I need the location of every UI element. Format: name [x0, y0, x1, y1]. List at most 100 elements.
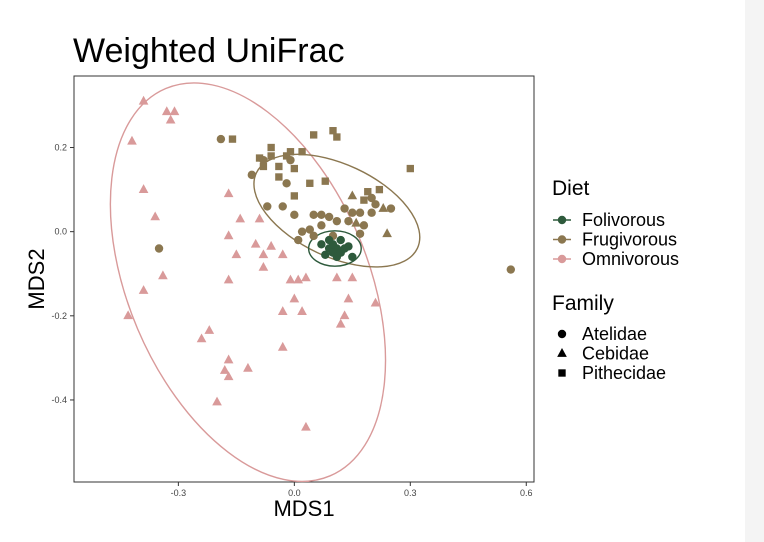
point-omnivorous: [370, 297, 381, 307]
y-tick-label: -0.2: [51, 311, 67, 321]
point-omnivorous: [347, 272, 358, 282]
point-omnivorous: [289, 293, 300, 303]
point-frugivorous: [286, 155, 295, 165]
point-frugivorous: [228, 135, 237, 143]
point-frugivorous: [360, 196, 368, 204]
point-omnivorous: [161, 106, 172, 116]
point-frugivorous: [344, 216, 353, 226]
point-omnivorous: [150, 211, 161, 221]
y-tick-label: -0.4: [51, 395, 67, 405]
point-omnivorous: [127, 135, 137, 145]
point-frugivorous: [309, 231, 318, 241]
x-tick-label: -0.3: [171, 488, 187, 498]
point-frugivorous: [309, 131, 318, 139]
y-tick-label: 0.0: [54, 227, 67, 237]
point-omnivorous: [254, 213, 265, 223]
point-frugivorous: [355, 208, 365, 217]
point-omnivorous: [243, 362, 253, 372]
point-omnivorous: [138, 184, 149, 193]
legend-key-folivorous: [557, 215, 567, 225]
point-frugivorous: [259, 155, 268, 165]
point-omnivorous: [258, 249, 269, 259]
point-frugivorous: [216, 134, 226, 144]
point-omnivorous: [339, 310, 350, 320]
point-omnivorous: [212, 396, 222, 406]
point-frugivorous: [290, 210, 299, 220]
point-omnivorous: [277, 249, 288, 259]
point-folivorous: [348, 252, 357, 262]
point-frugivorous: [263, 202, 272, 211]
point-frugivorous: [355, 229, 365, 238]
point-omnivorous: [301, 421, 311, 431]
point-frugivorous: [329, 127, 337, 135]
x-tick-label: 0.6: [520, 488, 533, 498]
point-omnivorous: [196, 333, 207, 343]
x-tick-label: 0.0: [288, 488, 301, 498]
point-omnivorous: [235, 213, 246, 223]
point-frugivorous: [364, 188, 372, 196]
point-omnivorous: [219, 365, 230, 374]
point-frugivorous: [286, 148, 295, 156]
point-omnivorous: [169, 106, 180, 116]
point-frugivorous: [305, 225, 314, 234]
point-omnivorous: [231, 249, 242, 259]
point-omnivorous: [138, 95, 149, 105]
point-frugivorous: [282, 152, 291, 160]
point-frugivorous: [359, 221, 369, 230]
axes: -0.3 0.0 0.3 0.6 -0.4 -0.2 0.0 0.2: [51, 143, 532, 498]
point-frugivorous: [306, 179, 314, 187]
point-omnivorous: [343, 293, 354, 303]
point-omnivorous: [301, 272, 311, 282]
x-tick-label: 0.3: [404, 488, 417, 498]
legend-key-omnivorous: [557, 254, 567, 264]
legend-key-frugivorous: [557, 235, 567, 244]
legend-label-atelidae: Atelidae: [582, 324, 647, 344]
ellipse-frugivorous: [253, 153, 421, 268]
point-frugivorous: [282, 179, 291, 188]
data-points: [123, 95, 516, 431]
point-folivorous: [336, 235, 345, 245]
legend-label-cebidae: Cebidae: [582, 344, 649, 364]
point-omnivorous: [223, 274, 234, 284]
legend-title-diet: Diet: [552, 177, 590, 200]
point-frugivorous: [317, 210, 326, 220]
point-frugivorous: [275, 173, 283, 181]
legend-key-atelidae: [557, 329, 567, 339]
point-frugivorous: [340, 204, 349, 213]
point-frugivorous: [333, 133, 341, 141]
legend-label-omnivorous: Omnivorous: [582, 249, 679, 269]
point-frugivorous: [332, 216, 342, 226]
point-frugivorous: [255, 154, 264, 162]
x-axis-title: MDS1: [273, 496, 334, 521]
point-frugivorous: [324, 212, 334, 222]
point-frugivorous: [367, 193, 376, 203]
point-frugivorous: [406, 164, 414, 173]
point-frugivorous: [321, 177, 329, 185]
point-frugivorous: [382, 228, 392, 238]
point-frugivorous: [154, 244, 164, 253]
point-folivorous: [332, 252, 342, 262]
point-folivorous: [344, 242, 353, 251]
y-tick-label: 0.2: [54, 143, 67, 153]
point-omnivorous: [223, 354, 234, 364]
chart-title: Weighted UniFrac: [73, 32, 345, 70]
point-frugivorous: [247, 170, 257, 180]
point-frugivorous: [506, 265, 516, 274]
point-frugivorous: [259, 162, 268, 171]
legend-label-folivorous: Folivorous: [582, 210, 665, 230]
point-folivorous: [321, 250, 330, 260]
point-omnivorous: [297, 306, 307, 315]
point-frugivorous: [275, 162, 283, 171]
point-frugivorous: [267, 152, 275, 160]
point-omnivorous: [204, 325, 215, 334]
point-omnivorous: [223, 188, 234, 198]
point-omnivorous: [138, 285, 149, 294]
legend-key-cebidae: [557, 348, 567, 357]
point-frugivorous: [309, 210, 318, 220]
point-frugivorous: [267, 143, 275, 152]
point-folivorous: [328, 240, 338, 249]
point-omnivorous: [123, 310, 133, 320]
point-omnivorous: [332, 272, 342, 282]
